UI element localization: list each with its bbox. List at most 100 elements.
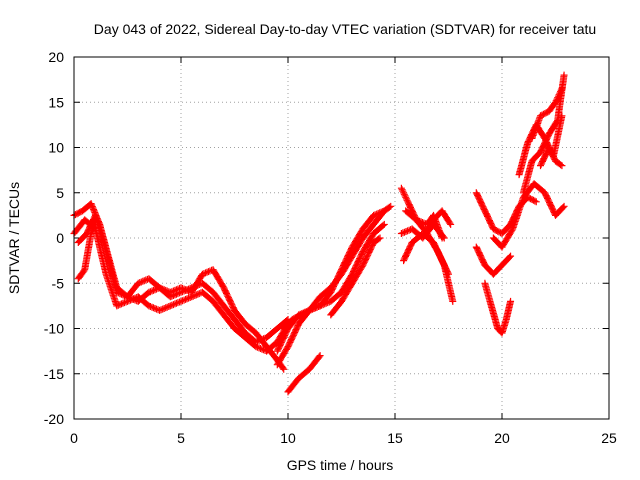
data-point-plus: [560, 71, 568, 79]
x-tick-label: 5: [177, 430, 185, 446]
data-point-plus: [498, 222, 513, 237]
data-point-plus: [252, 329, 270, 349]
data-point-plus: [438, 207, 454, 227]
data-point-plus: [231, 325, 248, 340]
data-point-plus: [209, 266, 227, 290]
data-point-plus: [134, 293, 152, 309]
data-markers: [70, 71, 568, 396]
data-point-plus: [489, 262, 505, 278]
data-point-plus: [558, 162, 566, 170]
data-point-plus: [537, 108, 552, 120]
data-point-plus: [370, 208, 387, 219]
y-tick-label: 15: [48, 94, 64, 110]
data-point-plus: [507, 297, 515, 305]
data-point-plus: [487, 302, 501, 331]
data-point-plus: [220, 284, 238, 313]
data-point-plus: [231, 315, 248, 336]
x-tick-label: 0: [70, 430, 78, 446]
series-track-2: [70, 216, 292, 355]
data-point-plus: [338, 281, 355, 305]
data-point-plus: [305, 353, 323, 373]
x-tick-label: 25: [601, 430, 617, 446]
grid: [74, 57, 609, 419]
data-point-plus: [537, 131, 552, 156]
series-track-16: [472, 243, 515, 278]
data-point-plus: [524, 193, 539, 205]
series-track-22: [537, 144, 566, 170]
data-point-plus: [198, 279, 216, 295]
data-point-plus: [327, 267, 345, 296]
data-point-plus: [502, 299, 514, 323]
data-point-plus: [220, 311, 237, 331]
data-point-plus: [280, 365, 288, 373]
series-track-13: [402, 207, 446, 242]
data-point-plus: [397, 184, 411, 204]
data-point-plus: [316, 285, 334, 301]
y-tick-label: 5: [56, 185, 64, 201]
data-point-plus: [552, 204, 567, 219]
y-tick-label: -5: [52, 275, 65, 291]
data-point-plus: [498, 226, 516, 251]
chart-title: Day 043 of 2022, Sidereal Day-to-day VTE…: [94, 21, 596, 37]
data-point-plus: [558, 85, 566, 93]
data-point-plus: [348, 249, 366, 278]
data-point-plus: [145, 275, 162, 291]
series-track-12: [400, 230, 457, 305]
data-point-plus: [81, 231, 95, 274]
data-point-plus: [231, 306, 248, 327]
data-point-plus: [519, 159, 536, 197]
data-point-plus: [74, 267, 88, 283]
data-point-plus: [545, 118, 561, 138]
data-point-plus: [530, 180, 548, 196]
data-point-plus: [359, 231, 377, 256]
data-point-plus: [472, 243, 488, 268]
data-point-plus: [400, 240, 415, 265]
data-point-plus: [519, 181, 537, 201]
data-point-plus: [370, 235, 383, 246]
x-axis-label: GPS time / hours: [287, 457, 394, 473]
data-point-plus: [316, 352, 324, 360]
y-tick-label: -20: [44, 411, 64, 427]
data-point-plus: [338, 272, 355, 296]
data-point-plus: [263, 343, 280, 363]
data-point-plus: [327, 289, 344, 305]
data-point-plus: [447, 220, 455, 228]
series-track-3: [74, 211, 288, 373]
data-point-plus: [370, 221, 387, 237]
y-tick-label: 20: [48, 49, 64, 65]
data-point-plus: [220, 302, 237, 322]
data-point-plus: [348, 226, 366, 251]
y-tick-label: 10: [48, 140, 64, 156]
data-point-plus: [273, 344, 291, 369]
data-point-plus: [74, 231, 90, 246]
data-point-plus: [552, 86, 565, 106]
data-point-plus: [532, 198, 540, 206]
data-point-plus: [359, 240, 377, 269]
data-point-plus: [560, 202, 568, 210]
data-point-plus: [241, 320, 259, 336]
data-point-plus: [359, 213, 377, 233]
series-track-18: [489, 180, 568, 251]
data-point-plus: [515, 141, 531, 179]
data-point-plus: [87, 222, 99, 237]
data-point-plus: [552, 157, 565, 169]
y-tick-label: -10: [44, 321, 64, 337]
data-point-plus: [209, 288, 227, 309]
data-point-plus: [359, 222, 377, 242]
data-point-plus: [284, 376, 302, 396]
data-point-plus: [507, 252, 515, 260]
data-point-plus: [481, 279, 495, 308]
data-point-plus: [273, 326, 291, 355]
y-tick-label: 0: [56, 230, 64, 246]
x-tick-label: 10: [280, 430, 296, 446]
axis-ticks: 0 5 10 15 20 25 -20 -15 -10 -5 0 5 10 15 20: [44, 49, 617, 446]
data-point-plus: [91, 211, 110, 254]
data-point-plus: [472, 189, 488, 213]
data-point-plus: [295, 366, 312, 382]
data-point-plus: [348, 263, 366, 287]
x-tick-label: 15: [387, 430, 403, 446]
data-point-plus: [440, 261, 456, 304]
data-point-plus: [509, 195, 527, 233]
data-point-plus: [421, 217, 437, 237]
series-track-17: [481, 279, 515, 337]
